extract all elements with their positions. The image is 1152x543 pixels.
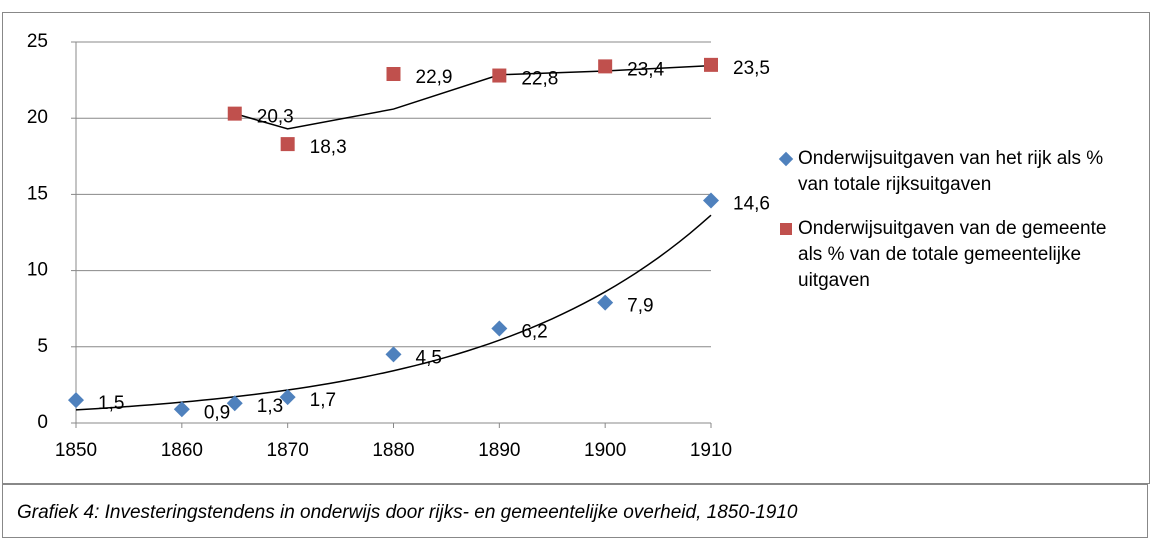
- legend: Onderwijsuitgaven van het rijk als % van…: [778, 146, 1120, 312]
- legend-label: Onderwijsuitgaven van de gemeente als % …: [798, 218, 1107, 291]
- data-label: 1,5: [98, 393, 124, 414]
- caption: Grafiek 4: Investeringstendens in onderw…: [2, 484, 1148, 538]
- data-point: [386, 67, 401, 82]
- legend-entry: Onderwijsuitgaven van het rijk als % van…: [778, 146, 1120, 198]
- y-tick-label: 25: [27, 31, 48, 52]
- legend-label: Onderwijsuitgaven van het rijk als % van…: [798, 148, 1104, 195]
- data-point: [491, 320, 508, 337]
- data-label: 22,8: [521, 69, 558, 90]
- x-tick-label: 1850: [55, 440, 97, 461]
- y-tick-label: 15: [27, 183, 48, 204]
- trendline: [234, 64, 712, 130]
- data-point: [68, 392, 84, 409]
- chart-frame: [2, 12, 1150, 484]
- x-tick-label: 1890: [478, 440, 520, 461]
- data-point: [227, 106, 242, 121]
- data-label: 0,9: [204, 402, 230, 423]
- y-tick-label: 20: [27, 107, 48, 128]
- data-label: 23,4: [627, 59, 664, 80]
- x-tick-label: 1860: [161, 440, 203, 461]
- data-label: 20,3: [257, 107, 294, 128]
- x-tick-label: 1900: [584, 440, 626, 461]
- x-tick-label: 1910: [690, 440, 732, 461]
- y-tick-label: 10: [27, 260, 48, 281]
- data-point: [598, 59, 613, 74]
- data-label: 23,5: [733, 58, 770, 79]
- y-tick-label: 0: [37, 412, 48, 433]
- data-point: [492, 68, 507, 83]
- y-tick-label: 5: [37, 336, 48, 357]
- data-point: [226, 395, 243, 412]
- chart: 0 5 10 15 20 25 1850 1860 1870 1880 1890 1900 1910 1,…: [27, 31, 770, 461]
- data-point: [597, 294, 614, 311]
- data-label: 4,5: [416, 347, 442, 368]
- data-label: 22,9: [416, 67, 453, 88]
- data-point: [385, 346, 402, 363]
- legend-marker: [780, 223, 792, 235]
- data-label: 18,3: [310, 137, 347, 158]
- data-point: [704, 57, 718, 72]
- x-tick-label: 1880: [372, 440, 414, 461]
- data-label: 1,7: [310, 390, 336, 411]
- data-point: [280, 137, 295, 152]
- legend-entry: Onderwijsuitgaven van de gemeente als % …: [780, 216, 1120, 294]
- x-tick-label: 1870: [267, 440, 309, 461]
- data-label: 14,6: [733, 194, 770, 215]
- data-label: 7,9: [627, 296, 653, 317]
- data-point: [173, 401, 190, 418]
- data-label: 6,2: [521, 322, 547, 343]
- data-label: 1,3: [257, 396, 283, 417]
- data-point: [279, 389, 296, 406]
- legend-marker: [778, 151, 794, 167]
- data-point: [703, 192, 719, 209]
- trendline: [75, 214, 712, 411]
